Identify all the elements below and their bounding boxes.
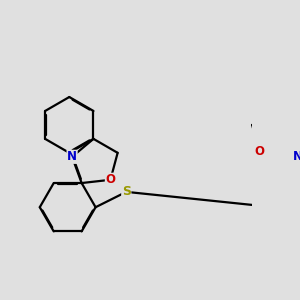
Text: N: N (67, 150, 77, 163)
Text: N: N (293, 150, 300, 163)
Text: O: O (105, 173, 116, 186)
Text: S: S (122, 185, 131, 198)
Text: O: O (254, 146, 264, 158)
